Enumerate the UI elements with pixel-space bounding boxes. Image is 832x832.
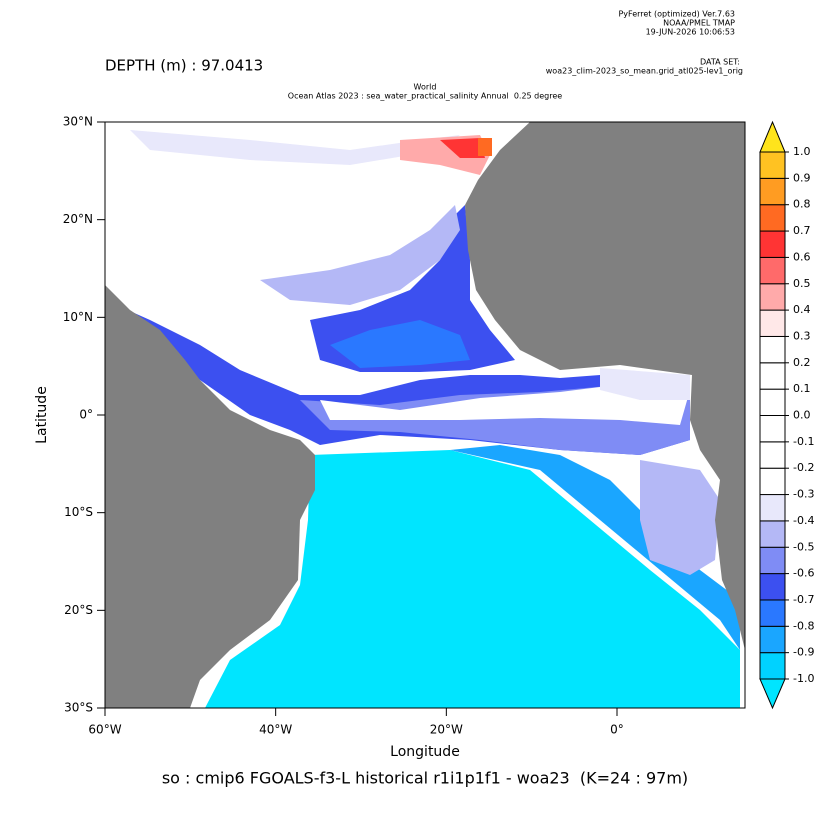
colorbar-label: -0.4 [793, 514, 814, 527]
colorbar-label: 0.1 [793, 382, 811, 395]
colorbar-box [759, 573, 786, 601]
colorbar-extend-low [759, 678, 786, 710]
colorbar-label: 0.7 [793, 224, 811, 237]
y-tick-label: 30°N [63, 115, 93, 129]
map-field [104, 121, 746, 709]
colorbar-box [759, 415, 786, 443]
y-axis-label: Latitude [34, 386, 50, 444]
colorbar-box [759, 625, 786, 654]
colorbar-label: 0.5 [793, 277, 811, 290]
colorbar-label: -0.3 [793, 488, 814, 501]
field-region [478, 138, 492, 156]
x-axis-label: Longitude [390, 744, 460, 760]
colorbar-label: -0.2 [793, 461, 814, 474]
x-tick-label: 0° [610, 723, 624, 737]
colorbar-box [759, 467, 786, 496]
colorbar-label: -1.0 [793, 672, 814, 685]
colorbar-box [759, 204, 786, 232]
colorbar-label: 0.0 [793, 409, 811, 422]
colorbar-box [759, 177, 786, 206]
y-tick-label: 10°S [64, 505, 93, 519]
caption: so : cmip6 FGOALS-f3-L historical r1i1p1… [162, 769, 688, 788]
colorbar-label: 0.6 [793, 250, 811, 263]
depth-label: DEPTH (m) : 97.0413 [105, 57, 263, 75]
colorbar-box [759, 230, 786, 258]
colorbar-label: -0.9 [793, 646, 814, 659]
field-region [205, 450, 740, 708]
y-tick-label: 30°S [64, 701, 93, 715]
colorbar-box [759, 388, 786, 416]
colorbar-box [759, 151, 786, 179]
colorbar-label: 0.8 [793, 198, 811, 211]
field-region [130, 130, 460, 165]
land [105, 285, 315, 708]
colorbar-label: 0.9 [793, 171, 811, 184]
y-tick-label: 0° [79, 408, 93, 422]
x-tick-label: 60°W [88, 723, 121, 737]
x-tick-label: 40°W [259, 723, 292, 737]
field-region [450, 445, 740, 650]
colorbar-extend-high [759, 120, 786, 153]
field-region [260, 205, 460, 305]
field-region [330, 320, 470, 368]
colorbar-box [759, 309, 786, 337]
y-tick-label: 20°S [64, 603, 93, 617]
colorbar-label: -0.1 [793, 435, 814, 448]
title-line: Ocean Atlas 2023 : sea_water_practical_s… [288, 92, 563, 101]
header-line: 19-JUN-2026 10:06:53 [646, 28, 735, 37]
field-region [310, 205, 515, 372]
header-line: NOAA/PMEL TMAP [663, 19, 735, 28]
field-region [600, 368, 690, 400]
colorbar-box [759, 283, 786, 311]
colorbar-box [759, 599, 786, 627]
colorbar-label: -0.7 [793, 593, 814, 606]
colorbar-box [759, 652, 786, 680]
field-region [320, 382, 690, 425]
colorbar-box [759, 256, 786, 285]
land [465, 122, 745, 650]
title-line: World [414, 83, 437, 92]
colorbar-label: -0.8 [793, 619, 814, 632]
dataset: woa23_clim-2023_so_mean.grid_atl025-lev1… [546, 67, 743, 76]
header-line: PyFerret (optimized) Ver.7.63 [618, 10, 735, 19]
colorbar-box [759, 441, 786, 469]
colorbar-label: 0.2 [793, 356, 811, 369]
colorbar-box [759, 335, 786, 364]
colorbar-label: 1.0 [793, 145, 811, 158]
colorbar-label: -0.6 [793, 567, 814, 580]
field-region [440, 138, 485, 158]
y-tick-label: 20°N [63, 212, 93, 226]
colorbar-box [759, 362, 786, 390]
colorbar-label: -0.5 [793, 540, 814, 553]
x-tick-label: 20°W [430, 723, 463, 737]
colorbar-box [759, 546, 786, 575]
dataset-label: DATA SET: [700, 58, 740, 67]
y-tick-label: 10°N [63, 310, 93, 324]
colorbar-box [759, 494, 786, 522]
field-region [640, 460, 720, 575]
colorbar-label: 0.3 [793, 329, 811, 342]
colorbar-label: 0.4 [793, 303, 811, 316]
colorbar-box [759, 520, 786, 548]
